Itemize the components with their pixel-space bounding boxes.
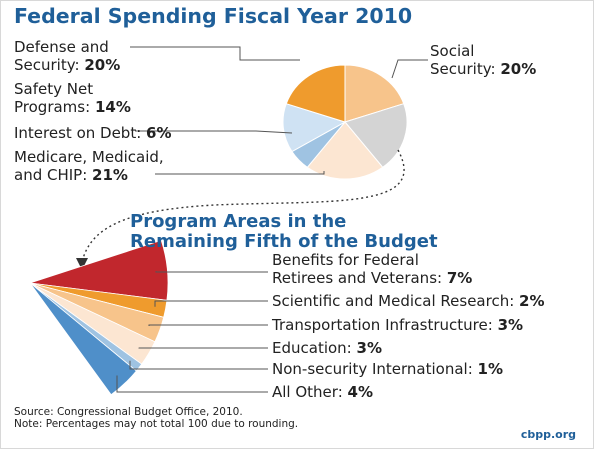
main-slice-safety-net-programs <box>282 103 347 153</box>
slice-label-medicare: Medicare, Medicaid, and CHIP: 21% <box>14 148 164 184</box>
slice-label-defense: Defense and Security: 20% <box>14 38 121 74</box>
chart-subtitle-line-2: Remaining Fifth of the Budget <box>130 231 438 252</box>
slice-label-transportation: Transportation Infrastructure: 3% <box>272 316 524 334</box>
source-note: Source: Congressional Budget Office, 201… <box>14 406 298 430</box>
sub-leader-line-benefits-for-federal-retirees- <box>155 271 268 273</box>
sub-slice-all-other <box>29 282 137 396</box>
slice-label-education: Education: 3% <box>272 339 382 357</box>
slice-label-safety-net: Safety Net Programs: 14% <box>14 80 131 116</box>
main-slice-social-security <box>344 64 405 123</box>
sub-leader-line-all-other <box>116 375 268 393</box>
connector-arrow <box>81 149 405 263</box>
slice-label-social-security: Social Security: 20% <box>430 42 537 78</box>
leader-line-medicare <box>155 171 325 175</box>
slice-label-all-other: All Other: 4% <box>272 383 373 401</box>
chart-subtitle: Program Areas in the Remaining Fifth of … <box>130 212 438 252</box>
leader-line-social-security <box>391 59 428 79</box>
main-slice-remaining-fifth-of-the-budget <box>344 103 408 168</box>
note-line: Note: Percentages may not total 100 due … <box>14 418 299 430</box>
leader-line-interest <box>135 130 293 134</box>
main-slice-defense-and-security <box>285 64 346 123</box>
sub-leader-line-transportation-infrastructure <box>148 324 268 326</box>
source-line: Source: Congressional Budget Office, 201… <box>14 406 243 418</box>
slice-label-international: Non-security International: 1% <box>272 360 504 378</box>
chart-title: Federal Spending Fiscal Year 2010 <box>14 4 413 28</box>
brand-link[interactable]: cbpp.org <box>520 428 576 441</box>
sub-leader-line-non-security-international <box>129 360 268 370</box>
main-slice-medicare-medicaid-and-chip <box>306 121 384 180</box>
slice-label-interest: Interest on Debt: 6% <box>14 124 172 142</box>
sub-leader-line-scientific-and-medical-researc <box>154 300 268 307</box>
slice-label-research: Scientific and Medical Research: 2% <box>272 292 545 310</box>
slice-label-benefits: Benefits for Federal Retirees and Vetera… <box>272 251 473 287</box>
leader-line-defense <box>130 46 300 61</box>
connector-arrowhead <box>76 258 88 270</box>
chart-subtitle-line-1: Program Areas in the <box>130 211 347 232</box>
